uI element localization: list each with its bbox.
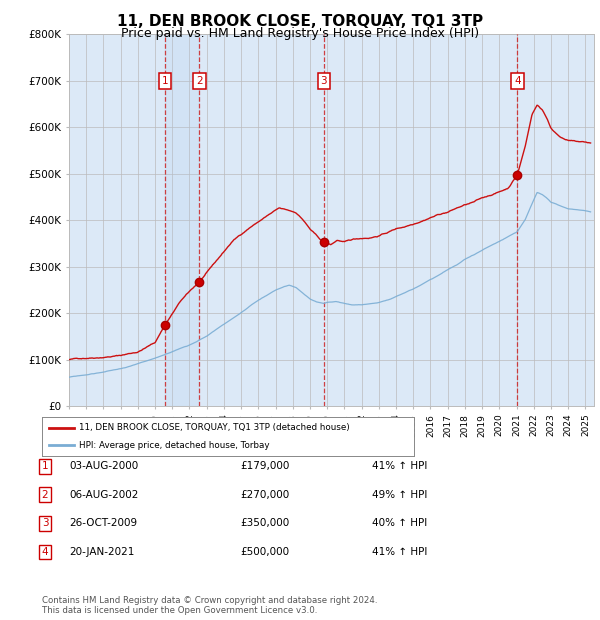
Text: 03-AUG-2000: 03-AUG-2000 xyxy=(69,461,138,471)
Text: 11, DEN BROOK CLOSE, TORQUAY, TQ1 3TP: 11, DEN BROOK CLOSE, TORQUAY, TQ1 3TP xyxy=(117,14,483,29)
Text: 26-OCT-2009: 26-OCT-2009 xyxy=(69,518,137,528)
Text: HPI: Average price, detached house, Torbay: HPI: Average price, detached house, Torb… xyxy=(79,441,270,450)
Text: 4: 4 xyxy=(514,76,521,86)
Text: 2: 2 xyxy=(196,76,203,86)
Text: 20-JAN-2021: 20-JAN-2021 xyxy=(69,547,134,557)
Text: 3: 3 xyxy=(41,518,49,528)
Text: 2: 2 xyxy=(41,490,49,500)
Text: Price paid vs. HM Land Registry's House Price Index (HPI): Price paid vs. HM Land Registry's House … xyxy=(121,27,479,40)
Text: £500,000: £500,000 xyxy=(240,547,289,557)
Bar xyxy=(165,34,199,406)
Text: 49% ↑ HPI: 49% ↑ HPI xyxy=(372,490,427,500)
Text: 1: 1 xyxy=(162,76,169,86)
Text: 41% ↑ HPI: 41% ↑ HPI xyxy=(372,547,427,557)
Text: £270,000: £270,000 xyxy=(240,490,289,500)
Text: 40% ↑ HPI: 40% ↑ HPI xyxy=(372,518,427,528)
Text: 3: 3 xyxy=(320,76,327,86)
Text: £179,000: £179,000 xyxy=(240,461,289,471)
Text: 11, DEN BROOK CLOSE, TORQUAY, TQ1 3TP (detached house): 11, DEN BROOK CLOSE, TORQUAY, TQ1 3TP (d… xyxy=(79,423,350,432)
Text: 1: 1 xyxy=(41,461,49,471)
Text: 06-AUG-2002: 06-AUG-2002 xyxy=(69,490,139,500)
Text: £350,000: £350,000 xyxy=(240,518,289,528)
Text: 4: 4 xyxy=(41,547,49,557)
Text: 41% ↑ HPI: 41% ↑ HPI xyxy=(372,461,427,471)
Text: Contains HM Land Registry data © Crown copyright and database right 2024.
This d: Contains HM Land Registry data © Crown c… xyxy=(42,596,377,615)
